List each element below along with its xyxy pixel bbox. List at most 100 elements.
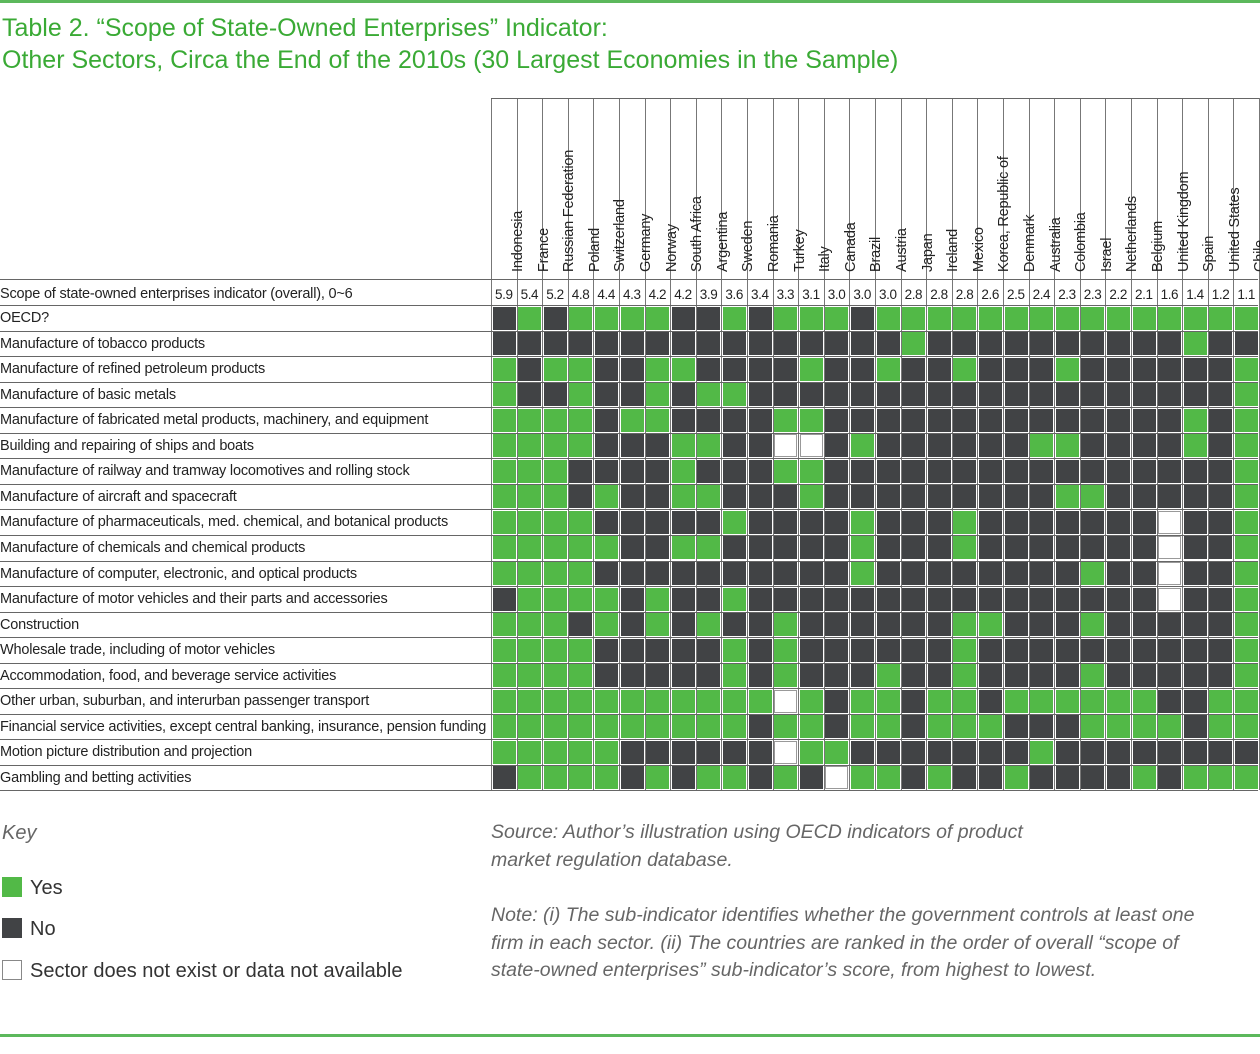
no-cell bbox=[1106, 766, 1130, 790]
no-cell bbox=[1209, 536, 1233, 560]
yes-cell bbox=[492, 408, 516, 432]
yes-cell bbox=[722, 664, 746, 688]
yes-cell bbox=[1158, 715, 1182, 739]
yes-cell bbox=[953, 306, 977, 330]
column-divider bbox=[875, 98, 876, 790]
no-cell bbox=[1055, 536, 1079, 560]
yes-cell bbox=[492, 689, 516, 713]
country-label: Turkey bbox=[791, 229, 808, 272]
no-cell bbox=[850, 638, 874, 662]
no-cell bbox=[825, 536, 849, 560]
no-cell bbox=[748, 408, 772, 432]
yes-cell bbox=[953, 357, 977, 381]
no-cell bbox=[543, 306, 567, 330]
no-cell bbox=[1055, 383, 1079, 407]
no-cell bbox=[978, 536, 1002, 560]
yes-cell bbox=[671, 715, 695, 739]
no-cell bbox=[1209, 562, 1233, 585]
yes-cell bbox=[518, 562, 542, 585]
score-row-label: Scope of state-owned enterprises indicat… bbox=[0, 286, 353, 302]
sector-label: OECD? bbox=[0, 310, 49, 326]
column-divider bbox=[1156, 98, 1158, 790]
yes-cell bbox=[492, 434, 516, 458]
yes-cell bbox=[594, 306, 618, 330]
no-cell bbox=[722, 536, 746, 560]
no-cell bbox=[1209, 740, 1233, 764]
yes-cell bbox=[953, 664, 977, 688]
yes-cell bbox=[1234, 638, 1258, 662]
yes-cell bbox=[543, 689, 567, 713]
row-divider bbox=[0, 688, 1258, 690]
yes-cell bbox=[1030, 306, 1054, 330]
yes-cell bbox=[1209, 766, 1233, 790]
no-cell bbox=[722, 332, 746, 356]
yes-cell bbox=[1004, 689, 1028, 713]
column-divider bbox=[542, 98, 544, 790]
sector-label: Construction bbox=[0, 616, 79, 633]
no-cell bbox=[1106, 332, 1130, 356]
yes-cell bbox=[1081, 306, 1105, 330]
no-cell bbox=[774, 510, 798, 534]
row-divider bbox=[0, 534, 1258, 536]
no-cell bbox=[594, 510, 618, 534]
no-cell bbox=[748, 638, 772, 662]
yes-cell bbox=[671, 459, 695, 483]
na-cell bbox=[774, 740, 798, 764]
yes-cell bbox=[594, 613, 618, 637]
no-cell bbox=[1132, 510, 1156, 534]
no-cell bbox=[722, 408, 746, 432]
yes-cell bbox=[1004, 306, 1028, 330]
no-cell bbox=[1030, 613, 1054, 637]
no-cell bbox=[927, 536, 951, 560]
no-cell bbox=[1234, 332, 1258, 356]
no-cell bbox=[850, 459, 874, 483]
row-divider bbox=[0, 305, 1258, 306]
yes-cell bbox=[543, 766, 567, 790]
no-cell bbox=[1106, 485, 1130, 509]
no-cell bbox=[646, 562, 670, 585]
no-cell bbox=[1132, 357, 1156, 381]
no-cell bbox=[825, 383, 849, 407]
no-cell bbox=[850, 664, 874, 688]
country-label: Canada bbox=[842, 222, 859, 272]
country-label: South Africa bbox=[689, 196, 706, 272]
score-value: 3.3 bbox=[776, 287, 795, 302]
column-divider bbox=[951, 98, 953, 790]
yes-cell bbox=[722, 638, 746, 662]
no-cell bbox=[799, 562, 823, 585]
yes-cell bbox=[953, 613, 977, 637]
yes-cell bbox=[876, 766, 900, 790]
no-cell bbox=[1081, 434, 1105, 458]
score-value: 4.8 bbox=[571, 287, 590, 302]
no-cell bbox=[825, 613, 849, 637]
yes-cell bbox=[671, 689, 695, 713]
yes-cell bbox=[1030, 689, 1054, 713]
no-cell bbox=[620, 766, 644, 790]
no-cell bbox=[748, 332, 772, 356]
no-cell bbox=[1183, 536, 1207, 560]
score-value: 1.4 bbox=[1186, 287, 1204, 302]
column-divider bbox=[1003, 98, 1004, 790]
no-cell bbox=[1081, 357, 1105, 381]
no-cell bbox=[1106, 562, 1130, 585]
no-cell bbox=[825, 459, 849, 483]
yes-cell bbox=[1106, 689, 1130, 713]
no-cell bbox=[671, 408, 695, 432]
yes-cell bbox=[1106, 715, 1130, 739]
no-cell bbox=[902, 638, 926, 662]
yes-cell bbox=[543, 510, 567, 534]
country-label: Colombia bbox=[1073, 212, 1090, 272]
no-cell bbox=[1030, 408, 1054, 432]
no-cell bbox=[1183, 459, 1207, 483]
yes-cell bbox=[1234, 664, 1258, 688]
yes-cell bbox=[646, 587, 670, 611]
column-divider bbox=[619, 98, 620, 790]
score-value: 1.1 bbox=[1237, 287, 1255, 302]
no-cell bbox=[722, 485, 746, 509]
no-cell bbox=[697, 587, 721, 611]
yes-cell bbox=[543, 434, 567, 458]
yes-cell bbox=[1234, 613, 1258, 637]
na-cell bbox=[1158, 562, 1182, 585]
yes-cell bbox=[774, 664, 798, 688]
yes-cell bbox=[518, 408, 542, 432]
